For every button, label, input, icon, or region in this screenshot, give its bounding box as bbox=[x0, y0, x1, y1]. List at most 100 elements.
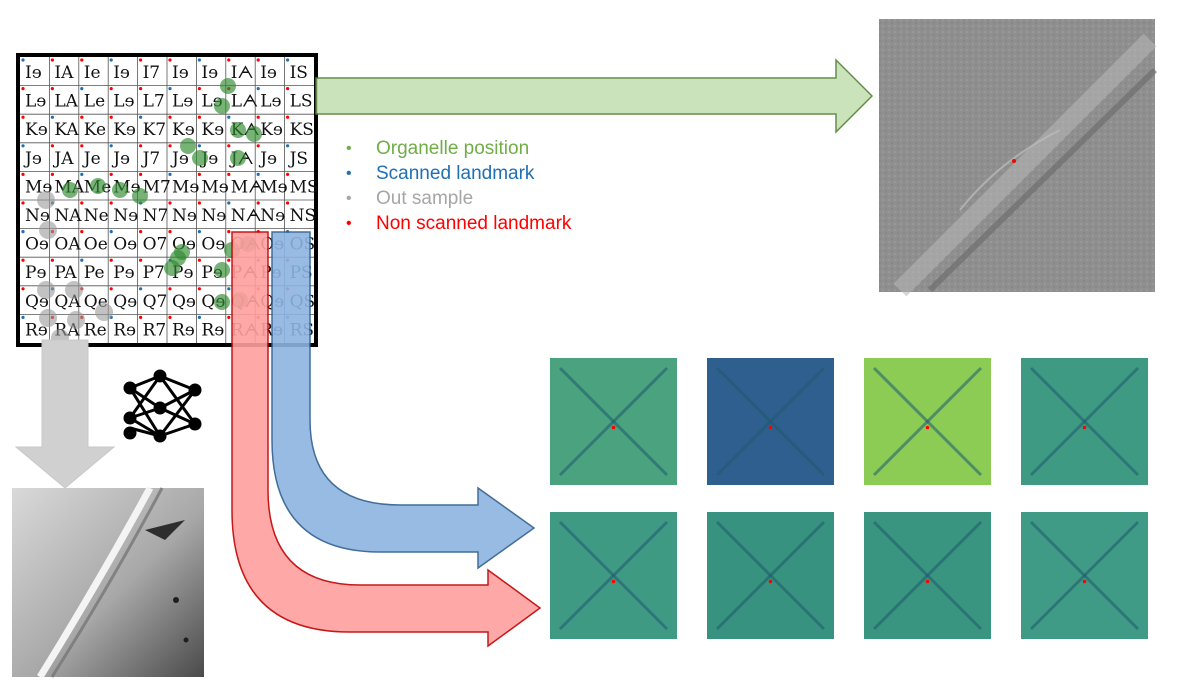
grid-landmark-dot bbox=[80, 201, 84, 205]
grid-landmark-dot bbox=[168, 230, 172, 234]
grid-landmark-dot bbox=[109, 287, 113, 291]
grid-cell-label: Qɘ bbox=[113, 292, 137, 312]
legend-item-non-scanned: • Non scanned landmark bbox=[346, 211, 571, 236]
thumbnail-landmark-marker bbox=[611, 579, 616, 584]
grid-cell-label: Iɘ bbox=[113, 63, 130, 83]
organelle-dot bbox=[62, 182, 78, 198]
grid-cell-label: Jɘ bbox=[258, 149, 277, 169]
landmark-thumbnail bbox=[1021, 512, 1148, 639]
grid-cell-label: Rɘ bbox=[25, 320, 48, 340]
grid-cell-label: Qɘ bbox=[172, 292, 196, 312]
grid-cell-label: Kɘ bbox=[25, 120, 48, 140]
legend-bullet-out-sample: • bbox=[346, 190, 352, 207]
grid-cell-label: Q7 bbox=[143, 292, 168, 312]
thumbnail-ridge bbox=[872, 366, 983, 477]
grid-landmark-dot bbox=[21, 172, 25, 176]
grid-landmark-dot bbox=[227, 172, 231, 176]
thumbnail-ridge bbox=[715, 366, 826, 477]
grid-cell-label: Kɘ bbox=[113, 120, 136, 140]
organelle-dot bbox=[214, 294, 230, 310]
thumbnail-landmark-marker bbox=[611, 425, 616, 430]
green-arrow bbox=[315, 58, 874, 134]
grid-cell-label: Kɘ bbox=[201, 120, 224, 140]
grid-landmark-dot bbox=[80, 258, 84, 262]
grid-landmark-dot bbox=[286, 87, 290, 91]
grid-landmark-dot bbox=[50, 172, 55, 176]
grid-cell-label: Rɘ bbox=[172, 320, 195, 340]
legend-label-non-scanned: Non scanned landmark bbox=[376, 213, 572, 234]
grid-landmark-dot bbox=[286, 58, 290, 62]
organelle-dot bbox=[180, 138, 196, 154]
grid-landmark-dot bbox=[197, 287, 201, 291]
thumbnail-landmark-marker bbox=[925, 425, 930, 430]
organelle-dot bbox=[174, 244, 190, 260]
grid-landmark-dot bbox=[139, 230, 143, 234]
thumbnail-ridge bbox=[872, 520, 983, 631]
landmark-thumbnail bbox=[864, 512, 991, 639]
landmark-thumbnail bbox=[550, 358, 677, 485]
organelle-dot bbox=[164, 260, 180, 276]
grid-cell-label: J7 bbox=[141, 149, 161, 169]
landmark-marker bbox=[1012, 159, 1016, 163]
thumbnail-landmark-marker bbox=[768, 425, 773, 430]
grid-landmark-dot bbox=[80, 144, 84, 148]
grid-cell-label: Rɘ bbox=[201, 320, 224, 340]
grid-cell-label: Le bbox=[84, 92, 105, 112]
grid-cell-label: Oɘ bbox=[201, 235, 225, 255]
organelle-dot bbox=[132, 188, 148, 204]
grid-cell-label: PA bbox=[54, 263, 77, 283]
grid-landmark-dot bbox=[168, 144, 172, 148]
legend-item-organelle: • Organelle position bbox=[346, 136, 571, 161]
grid-landmark-dot bbox=[21, 201, 25, 205]
grid-cell-label: LS bbox=[290, 92, 313, 112]
legend-bullet-non-scanned: • bbox=[346, 215, 352, 232]
organelle-dot bbox=[214, 98, 230, 114]
grid-landmark-dot bbox=[197, 172, 201, 176]
grid-landmark-dot bbox=[139, 287, 143, 291]
legend-label-scanned: Scanned landmark bbox=[376, 163, 535, 184]
grid-cell-label: L7 bbox=[143, 92, 165, 112]
thumbnail-ridge bbox=[1029, 520, 1140, 631]
grid-landmark-dot bbox=[80, 230, 84, 234]
grid-landmark-dot bbox=[109, 201, 113, 205]
grid-landmark-dot bbox=[168, 87, 172, 91]
grid-cell-label: KA bbox=[54, 120, 79, 140]
grid-landmark-dot bbox=[80, 172, 84, 176]
legend-bullet-scanned: • bbox=[346, 165, 352, 182]
grid-landmark-dot bbox=[21, 315, 25, 319]
grid-landmark-dot bbox=[109, 258, 113, 262]
grid-landmark-dot bbox=[50, 115, 55, 119]
grid-cell-label: Nɘ bbox=[201, 206, 226, 226]
grid-landmark-dot bbox=[227, 201, 231, 205]
organelle-dots bbox=[62, 78, 262, 310]
landmark-thumbnail bbox=[864, 358, 991, 485]
grid-cell-label: Lᗅ bbox=[231, 92, 258, 112]
grid-cell-label: Ne bbox=[84, 206, 109, 226]
grid-landmark-dot bbox=[109, 144, 113, 148]
grid-landmark-dot bbox=[227, 315, 231, 319]
grid-landmark-dot bbox=[168, 201, 172, 205]
grid-landmark-dot bbox=[197, 258, 201, 262]
legend-bullet-organelle: • bbox=[346, 140, 352, 157]
grid-cell-label: OA bbox=[54, 235, 81, 255]
grid-cell-label: R7 bbox=[143, 320, 167, 340]
grid-cell-label: Pe bbox=[84, 263, 105, 283]
grid-landmark-dot bbox=[21, 87, 25, 91]
thumbnail-landmark-marker bbox=[925, 579, 930, 584]
grid-landmark-dot bbox=[139, 144, 143, 148]
grid-landmark-dot bbox=[256, 172, 260, 176]
grid-landmark-dot bbox=[197, 230, 201, 234]
grid-cell-label: Lɘ bbox=[113, 92, 134, 112]
grid-cell-label: Ke bbox=[84, 120, 106, 140]
grid-cell-label: K7 bbox=[143, 120, 167, 140]
grid-cell-label: Nɘ bbox=[172, 206, 197, 226]
grid-cell-label: Lɘ bbox=[260, 92, 281, 112]
grid-landmark-dot bbox=[109, 230, 113, 234]
grid-landmark-dot bbox=[50, 58, 55, 62]
thumbnail-ridge bbox=[558, 520, 669, 631]
grid-cell-label: N7 bbox=[143, 206, 169, 226]
grid-landmark-dot bbox=[139, 258, 143, 262]
landmark-thumbnail bbox=[1021, 358, 1148, 485]
grid-cell-label: Rɘ bbox=[113, 320, 136, 340]
